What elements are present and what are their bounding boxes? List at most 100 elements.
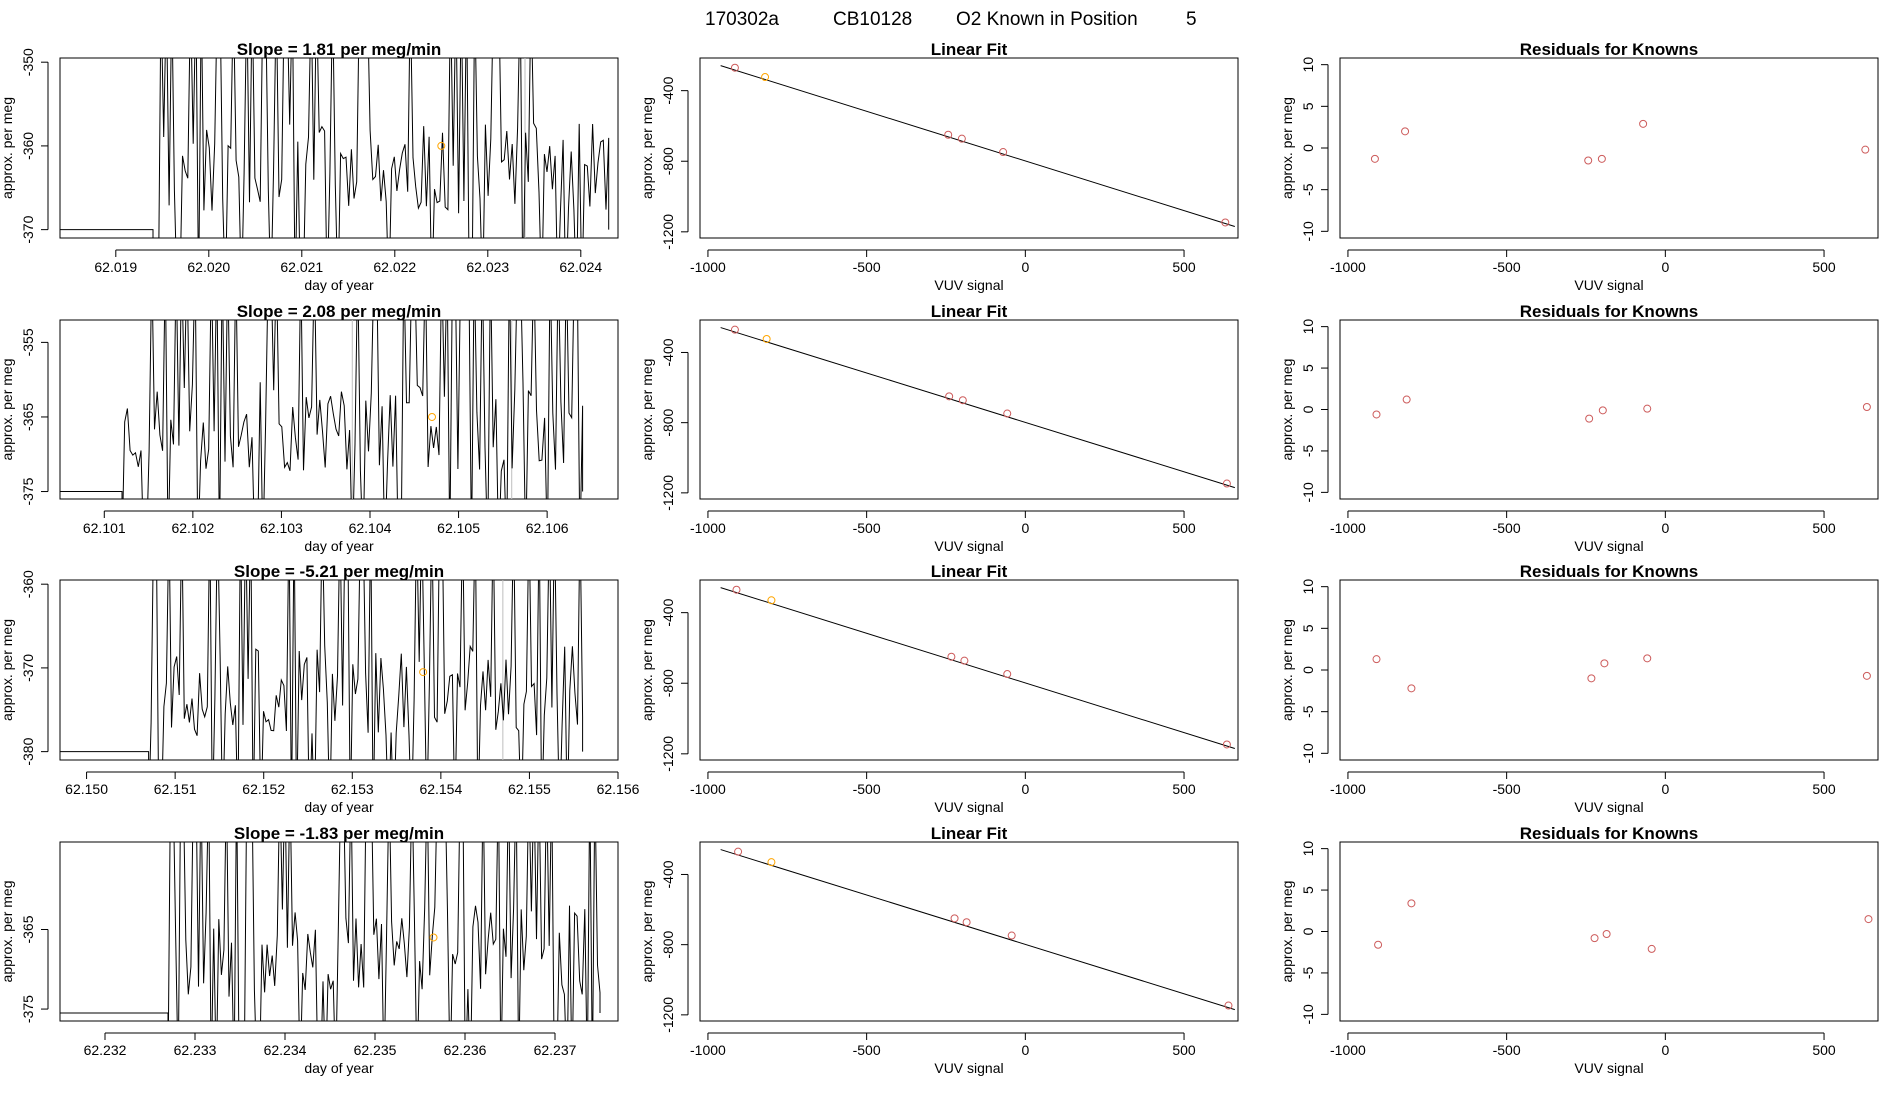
- panel-title: Slope = 2.08 per meg/min: [237, 302, 442, 321]
- highlight-point: [437, 141, 446, 150]
- y-tick-label: -800: [660, 930, 676, 958]
- y-tick-label: -10: [1300, 1004, 1316, 1024]
- data-point: [732, 585, 741, 594]
- panel-title: Slope = 1.81 per meg/min: [237, 40, 442, 59]
- x-tick-label: 500: [1812, 781, 1836, 797]
- data-point: [962, 918, 971, 927]
- y-tick-label: 0: [1300, 666, 1316, 674]
- y-tick-label: -1200: [660, 475, 676, 511]
- y-tick-label: 5: [1300, 886, 1316, 894]
- fit-line: [720, 65, 1235, 228]
- x-tick-label: 62.102: [171, 520, 214, 536]
- y-tick-label: -370: [20, 654, 36, 682]
- x-tick-label: 0: [1021, 259, 1029, 275]
- y-tick-label: -1200: [660, 997, 676, 1033]
- x-tick-label: 62.234: [264, 1042, 307, 1058]
- plot-frame: [699, 841, 1239, 1022]
- panel-resid: Residuals for Knowns -1000 -500 0 500 VUV sig…: [1279, 562, 1879, 815]
- residual-point: [1643, 654, 1652, 663]
- y-axis-label: approx. per meg: [639, 97, 655, 199]
- figure-title-position: 5: [1186, 9, 1197, 30]
- x-tick-label: -500: [853, 520, 881, 536]
- trace-line: [60, 842, 601, 1021]
- data-point: [730, 325, 739, 334]
- panel-fit: Linear Fit -1000 -500 0 500 VUV signal -400 -80…: [639, 562, 1239, 815]
- x-tick-label: 500: [1172, 520, 1196, 536]
- y-tick-label: -400: [660, 860, 676, 888]
- x-tick-label: 0: [1021, 1042, 1029, 1058]
- panel-title: Linear Fit: [931, 40, 1008, 59]
- panel-title: Linear Fit: [931, 562, 1008, 581]
- panel-drift: Slope = -5.21 per meg/min 62.150 62.151 62.…: [0, 562, 640, 815]
- x-tick-label: -500: [853, 781, 881, 797]
- x-tick-label: 62.024: [559, 259, 602, 275]
- y-tick-label: -5: [1300, 966, 1316, 979]
- figure-title-description: O2 Known in Position: [956, 9, 1138, 30]
- y-tick-label: -375: [20, 477, 36, 505]
- data-point: [1222, 740, 1231, 749]
- fit-line: [720, 587, 1235, 750]
- residual-point: [1861, 145, 1870, 154]
- x-tick-label: 0: [1021, 520, 1029, 536]
- panel-resid: Residuals for Knowns -1000 -500 0 500 VUV sig…: [1279, 40, 1879, 293]
- x-tick-label: 62.106: [526, 520, 569, 536]
- panel-drift: Slope = 1.81 per meg/min 62.019 62.020 62.0…: [0, 40, 619, 293]
- residual-point: [1407, 684, 1416, 693]
- residual-point: [1643, 404, 1652, 413]
- plot-frame: [699, 57, 1239, 239]
- x-tick-label: -1000: [690, 259, 726, 275]
- x-tick-label: 500: [1172, 781, 1196, 797]
- data-point: [1003, 670, 1012, 679]
- fit-line: [720, 849, 1235, 1011]
- residual-point: [1639, 119, 1648, 128]
- y-tick-label: -360: [20, 132, 36, 160]
- x-axis-label: VUV signal: [934, 538, 1003, 554]
- figure-title-tank: CB10128: [833, 9, 912, 30]
- plot-frame: [1339, 319, 1879, 500]
- x-tick-label: 0: [1661, 781, 1669, 797]
- x-axis-label: VUV signal: [934, 799, 1003, 815]
- panel-title: Linear Fit: [931, 824, 1008, 843]
- x-tick-label: -1000: [1330, 259, 1366, 275]
- x-tick-label: 62.235: [354, 1042, 397, 1058]
- panel-title: Residuals for Knowns: [1520, 824, 1699, 843]
- y-tick-label: 5: [1300, 364, 1316, 372]
- x-tick-label: 62.020: [187, 259, 230, 275]
- x-tick-label: 62.236: [444, 1042, 487, 1058]
- data-point: [945, 392, 954, 401]
- panel-title: Linear Fit: [931, 302, 1008, 321]
- y-tick-label: 0: [1300, 144, 1316, 152]
- panel-title: Slope = -5.21 per meg/min: [234, 562, 444, 581]
- plot-area: [1370, 119, 1870, 165]
- residual-point: [1372, 410, 1381, 419]
- y-tick-label: 10: [1300, 579, 1316, 595]
- plot-area: [720, 585, 1235, 750]
- residual-point: [1597, 154, 1606, 163]
- x-tick-label: 0: [1021, 781, 1029, 797]
- x-tick-label: 62.153: [331, 781, 374, 797]
- residual-point: [1374, 940, 1383, 949]
- y-tick-label: 0: [1300, 405, 1316, 413]
- y-axis-label: approx. per meg: [1279, 359, 1295, 461]
- x-tick-label: 500: [1172, 1042, 1196, 1058]
- residual-point: [1372, 655, 1381, 664]
- data-point: [1007, 931, 1016, 940]
- data-point: [947, 652, 956, 661]
- y-axis-label: approx. per meg: [639, 359, 655, 461]
- y-tick-label: -5: [1300, 705, 1316, 718]
- residual-point: [1600, 659, 1609, 668]
- x-tick-label: -500: [853, 1042, 881, 1058]
- plot-area: [60, 580, 584, 760]
- figure-title-run: 170302a: [705, 9, 779, 30]
- plot-frame: [59, 841, 619, 1022]
- x-tick-label: 0: [1661, 1042, 1669, 1058]
- y-tick-label: -365: [20, 403, 36, 431]
- data-point: [944, 130, 953, 139]
- x-axis-label: VUV signal: [1574, 277, 1643, 293]
- data-point: [1222, 479, 1231, 488]
- plot-area: [720, 63, 1235, 228]
- x-axis-label: day of year: [304, 799, 374, 815]
- data-point: [957, 134, 966, 143]
- x-tick-label: 62.103: [260, 520, 303, 536]
- y-tick-label: -1200: [660, 214, 676, 250]
